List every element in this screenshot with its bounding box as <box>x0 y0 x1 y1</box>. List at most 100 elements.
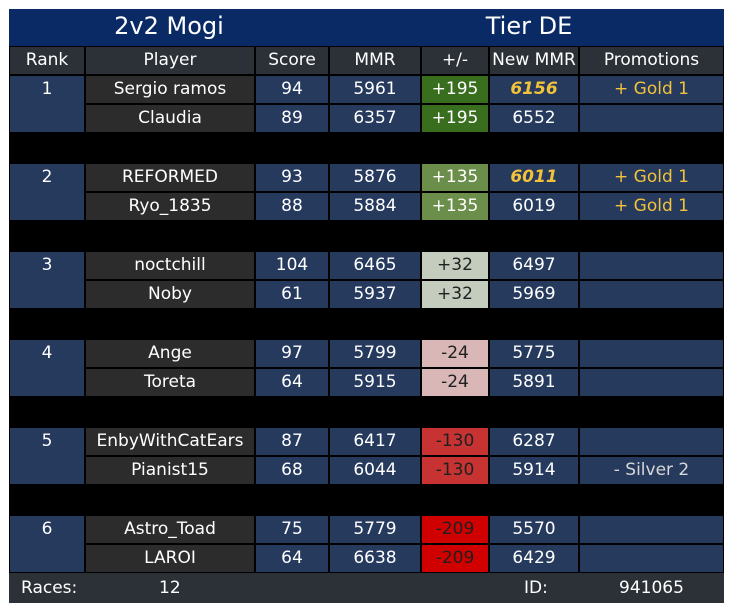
player-score: 94 <box>255 75 329 104</box>
player-mmr: 5779 <box>329 515 421 544</box>
promotion <box>579 280 724 309</box>
promotion <box>579 427 724 456</box>
header-new-mmr: New MMR <box>489 46 579 75</box>
player-name: Astro_Toad <box>85 515 255 544</box>
promotion <box>579 368 724 397</box>
player-name: Claudia <box>85 104 255 133</box>
mmr-delta: +195 <box>421 104 489 133</box>
header-promotions: Promotions <box>579 46 724 75</box>
player-score: 75 <box>255 515 329 544</box>
player-mmr: 5915 <box>329 368 421 397</box>
team-rank: 4 <box>9 339 85 397</box>
player-row: noctchill 104 6465 +32 6497 <box>85 251 724 280</box>
mmr-delta: +195 <box>421 75 489 104</box>
promotion: + Gold 1 <box>579 163 724 192</box>
mmr-delta: +32 <box>421 280 489 309</box>
player-name: noctchill <box>85 251 255 280</box>
player-score: 89 <box>255 104 329 133</box>
player-score: 97 <box>255 339 329 368</box>
player-name: LAROI <box>85 544 255 573</box>
player-mmr: 5961 <box>329 75 421 104</box>
player-row: EnbyWithCatEars 87 6417 -130 6287 <box>85 427 724 456</box>
id-value: 941065 <box>619 578 684 598</box>
team-rank: 2 <box>9 163 85 221</box>
promotion <box>579 104 724 133</box>
team-block: 4 Ange 97 5799 -24 5775 Toreta 64 5915 -24 5891 <box>9 339 724 397</box>
player-score: 64 <box>255 368 329 397</box>
player-score: 88 <box>255 192 329 221</box>
new-mmr: 6497 <box>489 251 579 280</box>
player-row: Toreta 64 5915 -24 5891 <box>85 368 724 397</box>
team-rank: 3 <box>9 251 85 309</box>
footer: Races: 12 ID: 941065 <box>9 573 724 603</box>
player-row: Sergio ramos 94 5961 +195 6156 + Gold 1 <box>85 75 724 104</box>
player-mmr: 6417 <box>329 427 421 456</box>
promotion: - Silver 2 <box>579 456 724 485</box>
player-mmr: 5884 <box>329 192 421 221</box>
mmr-delta: +135 <box>421 192 489 221</box>
team-rank: 1 <box>9 75 85 133</box>
header-delta: +/- <box>421 46 489 75</box>
new-mmr: 5891 <box>489 368 579 397</box>
promotion <box>579 515 724 544</box>
player-mmr: 6465 <box>329 251 421 280</box>
new-mmr: 5570 <box>489 515 579 544</box>
player-score: 104 <box>255 251 329 280</box>
player-mmr: 6044 <box>329 456 421 485</box>
mmr-delta: +32 <box>421 251 489 280</box>
player-row: LAROI 64 6638 -209 6429 <box>85 544 724 573</box>
player-row: Astro_Toad 75 5779 -209 5570 <box>85 515 724 544</box>
new-mmr: 6011 <box>489 163 579 192</box>
title-bar: 2v2 Mogi Tier DE <box>9 9 724 46</box>
player-score: 93 <box>255 163 329 192</box>
player-name: EnbyWithCatEars <box>85 427 255 456</box>
mmr-delta: -209 <box>421 544 489 573</box>
mmr-delta: -24 <box>421 368 489 397</box>
player-mmr: 5799 <box>329 339 421 368</box>
header-player: Player <box>85 46 255 75</box>
player-mmr: 5876 <box>329 163 421 192</box>
player-name: REFORMED <box>85 163 255 192</box>
new-mmr: 6019 <box>489 192 579 221</box>
new-mmr: 5914 <box>489 456 579 485</box>
mogi-format-title: 2v2 Mogi <box>114 12 224 40</box>
promotion: + Gold 1 <box>579 75 724 104</box>
player-score: 68 <box>255 456 329 485</box>
player-row: Ryo_1835 88 5884 +135 6019 + Gold 1 <box>85 192 724 221</box>
player-name: Ryo_1835 <box>85 192 255 221</box>
player-name: Sergio ramos <box>85 75 255 104</box>
new-mmr: 6429 <box>489 544 579 573</box>
team-rank: 5 <box>9 427 85 485</box>
promotion <box>579 251 724 280</box>
races-value: 12 <box>159 578 181 598</box>
team-block: 1 Sergio ramos 94 5961 +195 6156 + Gold 1 Claud… <box>9 75 724 133</box>
player-name: Toreta <box>85 368 255 397</box>
new-mmr: 5969 <box>489 280 579 309</box>
promotion <box>579 544 724 573</box>
team-block: 3 noctchill 104 6465 +32 6497 Noby 61 5937 +32 596… <box>9 251 724 309</box>
mmr-delta: -130 <box>421 427 489 456</box>
new-mmr: 6287 <box>489 427 579 456</box>
mmr-delta: -209 <box>421 515 489 544</box>
player-row: Ange 97 5799 -24 5775 <box>85 339 724 368</box>
promotion: + Gold 1 <box>579 192 724 221</box>
player-row: Noby 61 5937 +32 5969 <box>85 280 724 309</box>
team-block: 5 EnbyWithCatEars 87 6417 -130 6287 Pianist15 6… <box>9 427 724 485</box>
player-name: Noby <box>85 280 255 309</box>
promotion <box>579 339 724 368</box>
player-name: Ange <box>85 339 255 368</box>
team-rank: 6 <box>9 515 85 573</box>
team-block: 2 REFORMED 93 5876 +135 6011 + Gold 1 Ryo_1835 8… <box>9 163 724 221</box>
races-label: Races: <box>21 578 78 598</box>
mmr-delta: -24 <box>421 339 489 368</box>
player-score: 61 <box>255 280 329 309</box>
new-mmr: 6552 <box>489 104 579 133</box>
id-label: ID: <box>524 578 548 598</box>
player-name: Pianist15 <box>85 456 255 485</box>
results-table: 2v2 Mogi Tier DE Rank Player Score MMR +… <box>9 9 724 603</box>
player-row: Pianist15 68 6044 -130 5914- Silver 2 <box>85 456 724 485</box>
header-row: Rank Player Score MMR +/- New MMR Promot… <box>9 46 724 75</box>
player-score: 64 <box>255 544 329 573</box>
player-mmr: 5937 <box>329 280 421 309</box>
header-mmr: MMR <box>329 46 421 75</box>
